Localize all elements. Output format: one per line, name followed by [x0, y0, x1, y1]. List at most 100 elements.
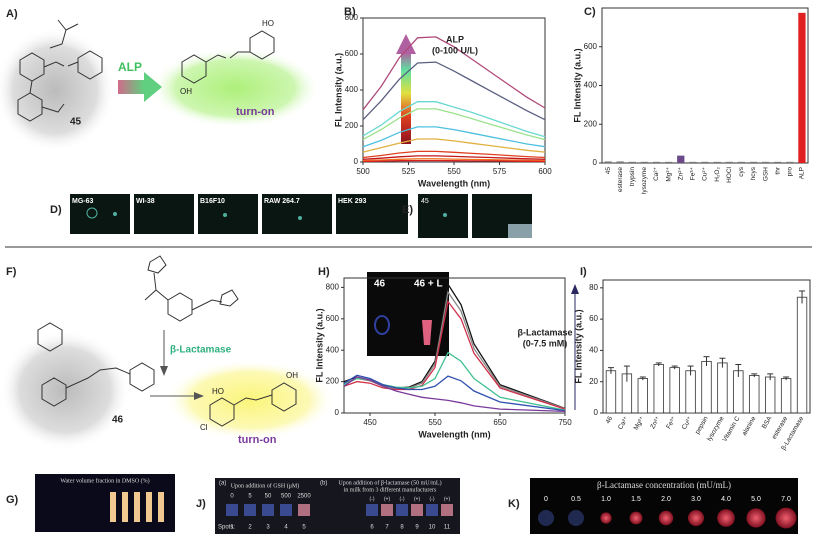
y-axis-label: FL Intensity (a.u.) — [572, 48, 582, 122]
x-tick-label: 500 — [356, 167, 370, 176]
bar — [637, 378, 648, 414]
x-tick-label: Mg²⁺ — [633, 415, 647, 432]
line-series — [343, 376, 566, 413]
vial — [158, 492, 164, 522]
structure-45 — [17, 19, 103, 122]
x-tick-label: 525 — [402, 167, 416, 176]
line-series — [343, 374, 566, 412]
x-tick-label: 46 — [605, 415, 615, 425]
concentration-label: 5 — [248, 494, 252, 500]
x-tick-label: hcys — [750, 166, 757, 180]
x-tick-label: 575 — [493, 167, 507, 176]
bar — [725, 161, 733, 163]
image-label: 45 — [421, 198, 429, 205]
spot — [366, 504, 378, 516]
cell-image — [198, 194, 258, 234]
glow — [0, 28, 115, 152]
line-series — [362, 159, 546, 163]
glow — [165, 360, 335, 440]
y-tick-label: 0 — [594, 408, 599, 417]
spot — [568, 510, 584, 526]
bar — [717, 362, 728, 414]
compound-label: 45 — [70, 117, 82, 128]
inset-label: 46 + L — [414, 279, 443, 290]
cell — [298, 216, 302, 220]
panel-label: J) — [196, 498, 206, 510]
spot — [717, 509, 735, 527]
panel-label: K) — [508, 498, 520, 510]
bar — [665, 161, 673, 163]
sign-label: (-) — [370, 496, 375, 502]
x-tick-label: lysozyme — [641, 167, 648, 194]
bar — [604, 161, 612, 163]
trend-arrow-head — [571, 284, 579, 294]
concentration-label: 0 — [230, 494, 234, 500]
x-tick-label: pro — [787, 167, 794, 177]
spot — [629, 511, 643, 525]
bar — [713, 161, 721, 163]
spot — [298, 504, 310, 516]
x-axis-label: Wavelength (nm) — [418, 178, 490, 188]
structure-46 — [37, 255, 297, 427]
x-tick-label: 450 — [363, 418, 377, 427]
cell-image — [418, 194, 468, 238]
panel-label: I) — [580, 266, 587, 278]
sign-label: (+) — [444, 496, 451, 502]
vial — [422, 320, 432, 345]
spot-number: 1 — [230, 525, 234, 531]
spot-number: 3 — [266, 525, 270, 531]
photo-title: Water volume fraction in DMSO (%) — [60, 477, 149, 484]
spot — [396, 504, 408, 516]
panel-label: E) — [402, 204, 413, 216]
y-tick-label: 0 — [593, 158, 598, 167]
bar — [669, 367, 680, 414]
bar — [786, 161, 794, 163]
bar — [652, 161, 661, 163]
cell-image — [70, 194, 130, 234]
vials — [110, 492, 164, 522]
spot — [441, 504, 453, 516]
photo-title: β-Lactamase concentration (mU/mL) — [597, 480, 731, 490]
spot-number: 7 — [385, 525, 389, 531]
spot — [775, 507, 797, 529]
vial — [134, 492, 140, 522]
bar — [677, 155, 685, 163]
y-tick-label: 60 — [589, 314, 598, 323]
line-series — [362, 126, 546, 148]
x-tick-label: esterase — [617, 167, 624, 192]
spot — [244, 504, 256, 516]
bar — [640, 161, 649, 163]
concentration-label: 500 — [281, 494, 292, 500]
spot-number: 4 — [284, 525, 288, 531]
bar — [689, 161, 697, 163]
bar — [796, 296, 808, 414]
y-tick-label: 20 — [589, 377, 598, 386]
reaction-arrow-head — [160, 366, 168, 376]
line-series — [362, 101, 546, 138]
panel-label: C) — [584, 6, 596, 18]
vial — [122, 492, 128, 522]
glow — [0, 330, 130, 450]
concentration-label: 2.0 — [661, 496, 671, 503]
vial — [146, 492, 152, 522]
concentration-label: 1.0 — [601, 496, 611, 503]
cell — [113, 212, 117, 216]
spot — [280, 504, 292, 516]
x-tick-label: pepsin — [694, 415, 710, 435]
spot-number: 6 — [370, 525, 374, 531]
x-tick-label: 45 — [605, 167, 612, 175]
line-series — [343, 299, 566, 410]
image-inset — [508, 224, 532, 238]
x-axis-label: Wavelength (nm) — [418, 429, 490, 439]
concentration-label: 0.5 — [571, 496, 581, 503]
spot — [658, 510, 674, 526]
cell — [223, 213, 227, 217]
bar — [628, 161, 636, 163]
x-tick-label: Zn²⁺ — [649, 415, 662, 430]
y-tick-label: 0 — [335, 408, 340, 417]
bar — [733, 370, 744, 414]
concentration-label: 5.0 — [751, 496, 761, 503]
line-series — [343, 351, 566, 411]
cell-image — [336, 194, 408, 234]
reaction-arrow-head — [194, 392, 204, 400]
